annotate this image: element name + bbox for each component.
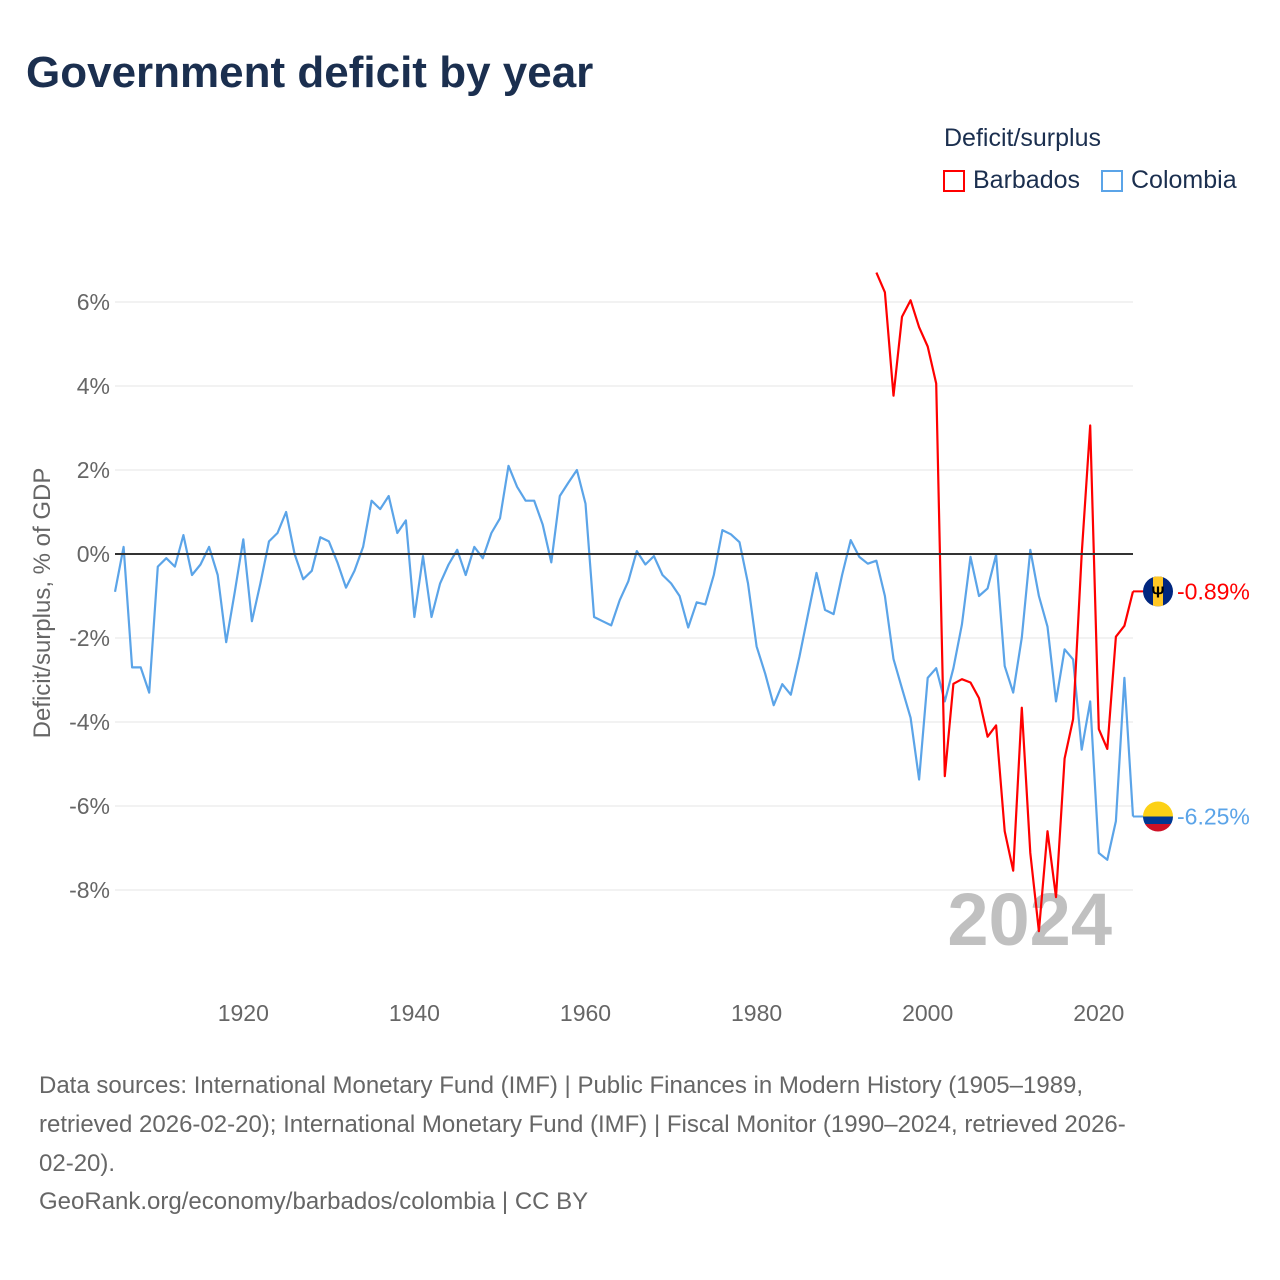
y-tick-label: 0%: [77, 541, 110, 567]
flag-barbados-icon: Ψ: [1143, 576, 1173, 607]
x-tick-label: 1940: [389, 1000, 440, 1026]
y-tick-label: 4%: [77, 373, 110, 399]
y-tick-label: -2%: [69, 625, 110, 651]
flag-band: [1143, 801, 1173, 817]
x-tick-label: 1920: [218, 1000, 269, 1026]
footer-attribution[interactable]: GeoRank.org/economy/barbados/colombia | …: [39, 1188, 589, 1215]
series-line-barbados: [875, 272, 1135, 933]
end-value-label-barbados: -0.89%: [1177, 578, 1250, 604]
flag-band: [1143, 816, 1173, 824]
x-tick-label: 1960: [560, 1000, 611, 1026]
flag-colombia-icon: [1143, 801, 1173, 832]
legend-label-barbados: Barbados: [973, 166, 1081, 194]
trident-icon: Ψ: [1152, 584, 1165, 601]
x-tick-label: 2020: [1073, 1000, 1124, 1026]
footer-sources-3: 02-20).: [39, 1150, 116, 1177]
series-line-colombia: [113, 464, 1135, 861]
y-tick-label: -6%: [69, 793, 110, 819]
legend-item-colombia[interactable]: Colombia: [1101, 166, 1237, 195]
legend-title: Deficit/surplus: [944, 124, 1101, 152]
chart-title: Government deficit by year: [26, 48, 594, 97]
flag-band: [1143, 824, 1173, 832]
legend-swatch-barbados: [943, 169, 965, 192]
y-tick-label: 2%: [77, 457, 110, 483]
y-tick-label: 6%: [77, 289, 110, 315]
x-tick-label: 1980: [731, 1000, 782, 1026]
legend-label-colombia: Colombia: [1131, 166, 1237, 194]
footer-sources-2: retrieved 2026-02-20); International Mon…: [39, 1111, 1126, 1138]
legend-swatch-colombia: [1101, 169, 1123, 192]
footer-sources-1: Data sources: International Monetary Fun…: [39, 1072, 1084, 1099]
y-tick-label: -4%: [69, 709, 110, 735]
y-tick-label: -8%: [69, 877, 110, 903]
x-tick-label: 2000: [902, 1000, 953, 1026]
end-value-label-colombia: -6.25%: [1177, 804, 1250, 830]
y-axis-label: Deficit/surplus, % of GDP: [29, 468, 56, 739]
year-watermark: 2024: [947, 878, 1112, 961]
flag-band: [1153, 576, 1163, 607]
legend-item-barbados[interactable]: Barbados: [943, 166, 1080, 195]
